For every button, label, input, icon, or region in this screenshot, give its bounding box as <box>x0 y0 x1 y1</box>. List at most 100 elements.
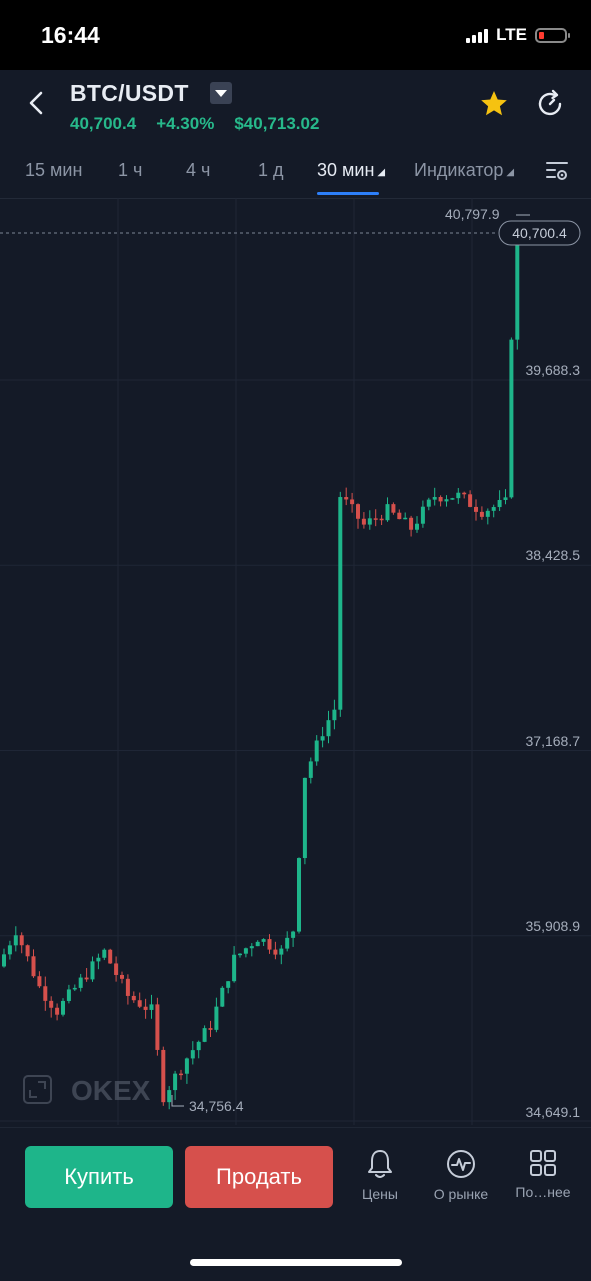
candle <box>161 1046 166 1106</box>
candle <box>238 953 242 958</box>
refresh-button[interactable] <box>535 89 565 119</box>
y-axis-label: 34,649.1 <box>526 1104 581 1120</box>
favorite-button[interactable] <box>478 88 510 120</box>
expand-icon <box>23 1075 52 1104</box>
battery-icon <box>535 27 570 43</box>
candle <box>267 934 272 954</box>
candle <box>66 984 71 1004</box>
tab-4h[interactable]: 4 ч <box>186 160 211 180</box>
candle <box>350 492 355 513</box>
candle <box>173 1070 178 1100</box>
chart-overlays: 40,700.4 40,797.9 34,756.4 <box>0 206 581 1114</box>
candle <box>438 495 443 507</box>
home-indicator <box>190 1259 402 1266</box>
low-marker-label: 34,756.4 <box>189 1098 244 1114</box>
status-time: 16:44 <box>41 22 100 48</box>
candle <box>397 509 402 520</box>
candle <box>114 956 119 982</box>
chart-grid <box>0 198 591 1125</box>
tab-indicator-label: Индикатор <box>414 160 504 180</box>
candle <box>297 857 301 934</box>
candle <box>291 930 296 947</box>
grid-icon <box>530 1150 556 1176</box>
tab-indicator[interactable]: Индикатор ◢ <box>414 160 514 181</box>
buy-button[interactable]: Купить <box>25 1146 173 1208</box>
candle <box>367 510 372 530</box>
status-indicators: LTE <box>466 25 570 45</box>
candle <box>232 946 237 983</box>
candle <box>255 940 260 947</box>
network-label: LTE <box>496 25 527 44</box>
candle <box>479 506 484 520</box>
candle <box>468 490 473 508</box>
candle <box>426 497 431 511</box>
candle <box>7 940 12 960</box>
candle <box>373 509 378 527</box>
candle <box>55 1003 60 1021</box>
candles <box>2 222 526 1110</box>
candle <box>72 984 77 992</box>
candle <box>356 503 360 529</box>
dropdown-triangle-icon: ◢ <box>506 167 515 178</box>
candle <box>450 497 455 500</box>
candle <box>202 1025 207 1043</box>
pair-dropdown-button[interactable] <box>210 82 232 104</box>
candlestick-chart[interactable]: 40,700.4 40,797.9 34,756.4 39,688.3 38,4… <box>0 198 591 1125</box>
candle <box>90 956 95 982</box>
nav-prices[interactable]: Цены <box>340 1146 420 1202</box>
pair-header: BTC/USDT 40,700.4 +4.30% $40,713.02 <box>0 70 591 150</box>
candle <box>167 1086 172 1110</box>
candle <box>509 337 514 499</box>
tab-15min[interactable]: 15 мин <box>25 160 83 180</box>
chevron-left-icon <box>29 91 43 115</box>
candle <box>31 949 36 978</box>
chart-settings-button[interactable] <box>544 158 570 184</box>
candle <box>491 504 496 518</box>
bell-icon <box>368 1150 392 1178</box>
nav-market[interactable]: О рынке <box>421 1146 501 1202</box>
current-price-tag-box <box>498 220 581 246</box>
tab-1h[interactable]: 1 ч <box>118 160 143 180</box>
candle <box>143 998 148 1019</box>
candle <box>462 491 467 499</box>
candle <box>361 512 366 529</box>
bottom-action-bar: Купить Продать Цены О рынке По…нее <box>0 1127 591 1281</box>
tab-30min[interactable]: 30 мин ◢ <box>317 160 385 181</box>
candle <box>474 499 478 521</box>
candle <box>226 980 231 994</box>
candle <box>2 948 6 968</box>
back-button[interactable] <box>24 88 52 118</box>
candle <box>444 495 449 507</box>
active-tab-underline <box>317 192 379 195</box>
candle <box>497 490 502 511</box>
candle <box>385 497 390 522</box>
candle <box>49 996 54 1018</box>
candle <box>314 735 319 766</box>
candle <box>137 992 142 1009</box>
refresh-icon <box>538 89 562 116</box>
chart-settings-icon <box>546 162 568 180</box>
last-price: 40,700.4 <box>70 114 137 133</box>
candle <box>285 931 290 952</box>
candle <box>503 489 508 505</box>
low-marker-line <box>171 1095 184 1107</box>
sell-button[interactable]: Продать <box>185 1146 333 1208</box>
nav-more[interactable]: По…нее <box>503 1146 583 1200</box>
candle <box>61 998 65 1017</box>
candle <box>125 974 130 1005</box>
candle <box>220 986 225 1008</box>
candle <box>243 947 248 958</box>
candle <box>196 1040 201 1059</box>
price-chart[interactable]: 40,700.4 40,797.9 34,756.4 39,688.3 38,4… <box>0 198 591 1125</box>
candle <box>120 971 124 984</box>
signal-icon <box>466 27 489 43</box>
candle <box>432 487 437 506</box>
candle <box>190 1041 195 1065</box>
candle <box>279 945 284 965</box>
candle <box>338 491 343 717</box>
candle <box>379 514 384 526</box>
pair-title[interactable]: BTC/USDT <box>70 80 189 106</box>
tab-1d[interactable]: 1 д <box>258 160 284 180</box>
candle <box>409 515 414 537</box>
status-bar: 16:44 LTE <box>0 0 591 70</box>
